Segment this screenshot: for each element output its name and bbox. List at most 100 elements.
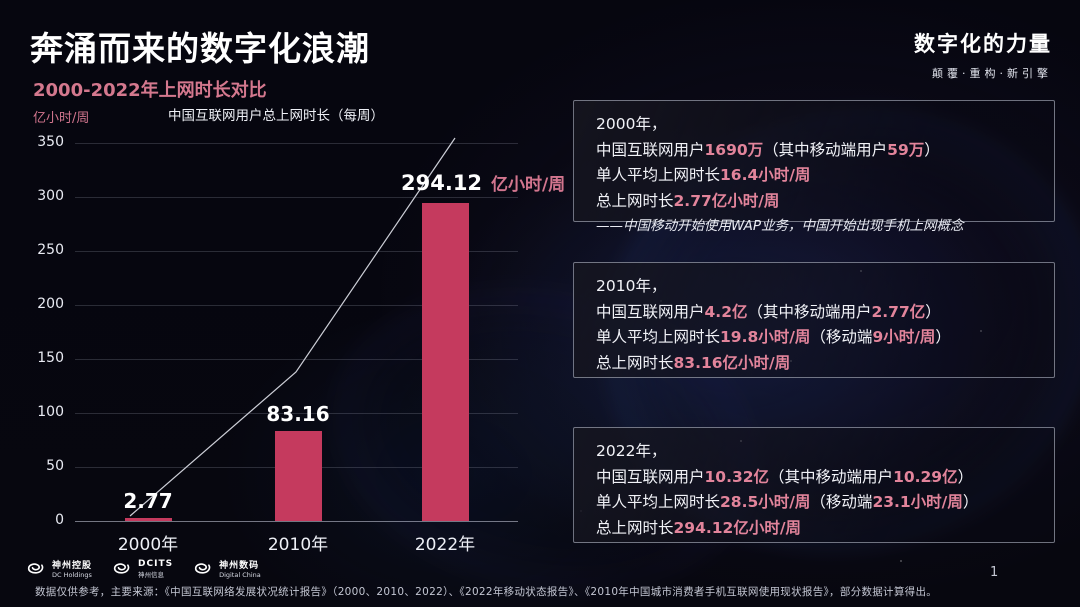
- info-box-line: 中国互联网用户4.2亿（其中移动端用户2.77亿）: [596, 300, 1032, 326]
- x-axis-label: 2000年: [117, 535, 179, 555]
- digital-china-swirl-icon: [27, 562, 44, 574]
- bar-value-label: 294.12 亿小时/周: [401, 170, 565, 195]
- y-axis-tick-label: 350: [37, 134, 64, 150]
- info-box-line: 总上网时长83.16亿小时/周: [596, 351, 1032, 377]
- y-axis-tick-label: 250: [37, 242, 64, 258]
- grid-line: [75, 251, 518, 252]
- plain-text: （移动端: [810, 328, 873, 346]
- bar-value-label: 2.77: [123, 489, 173, 513]
- plain-text: （其中移动端用户: [769, 467, 894, 486]
- y-axis-tick-label: 100: [37, 404, 64, 420]
- plain-text: 总上网时长: [596, 191, 674, 210]
- highlight-value: 23.1小时/周: [872, 493, 963, 511]
- grid-line: [75, 197, 518, 198]
- bar-value-unit: 亿小时/周: [491, 175, 566, 196]
- brand-title: 数字化的力量: [914, 32, 1052, 56]
- bar-2000年: [124, 518, 172, 521]
- y-axis-tick-label: 200: [37, 296, 64, 312]
- plain-text: （其中移动端用户: [763, 140, 888, 159]
- info-box-2010年: 2010年， 中国互联网用户4.2亿（其中移动端用户2.77亿） 单人平均上网时长1…: [573, 262, 1055, 378]
- data-source-footnote: 数据仅供参考，主要来源：《中国互联网络发展状况统计报告》（2000、2010、2…: [35, 586, 938, 598]
- logo-name: 神州数码: [219, 561, 260, 571]
- highlight-value: 1690万: [704, 140, 764, 159]
- plain-text: （其中移动端用户: [747, 302, 872, 321]
- digital-china-swirl-icon: [113, 562, 130, 574]
- grid-line: [75, 143, 518, 144]
- highlight-value: 19.8小时/周: [720, 328, 811, 346]
- logo-item: 神州控股 DC Holdings: [22, 558, 92, 579]
- plain-text: 中国互联网用户: [596, 140, 705, 159]
- page-number: 1: [990, 565, 999, 580]
- logo-item: DCITS 神州信息: [108, 559, 173, 579]
- y-axis-tick-label: 150: [37, 350, 64, 366]
- info-box-line: 单人平均上网时长19.8小时/周（移动端9小时/周）: [596, 325, 1032, 351]
- brand-tagline: 颠覆·重构·新引擎: [932, 67, 1052, 80]
- plain-text: 总上网时长: [596, 518, 674, 537]
- highlight-value: 16.4小时/周: [720, 166, 811, 184]
- highlight-value: 4.2亿: [704, 302, 748, 321]
- plain-text: ）: [925, 302, 941, 321]
- bar-value-label: 83.16: [266, 402, 330, 427]
- brand-block: 数字化的力量 颠覆·重构·新引擎: [914, 28, 1052, 81]
- highlight-value: 9小时/周: [872, 328, 936, 346]
- info-box-line: 中国互联网用户10.32亿（其中移动端用户10.29亿）: [596, 465, 1032, 491]
- page-title: 奔涌而来的数字化浪潮: [30, 29, 370, 68]
- plain-text: ）: [962, 493, 979, 511]
- info-box-2000年: 2000年， 中国互联网用户1690万（其中移动端用户59万） 单人平均上网时长16…: [573, 100, 1055, 234]
- logo-name: 神州控股: [52, 561, 93, 571]
- grid-line: [75, 305, 518, 306]
- bar-value-number: 294.12: [401, 171, 483, 196]
- plain-text: 单人平均上网时长: [596, 166, 721, 184]
- highlight-value: 10.32亿: [704, 467, 770, 486]
- page-subtitle: 2000-2022年上网时长对比: [33, 80, 267, 101]
- chart-title: 中国互联网用户总上网时长（每周）: [168, 108, 384, 124]
- plain-text: （移动端: [810, 493, 873, 511]
- highlight-value: 294.12亿小时/周: [673, 518, 801, 537]
- info-box-line: 单人平均上网时长28.5小时/周（移动端23.1小时/周）: [596, 490, 1032, 516]
- y-axis-tick-label: 50: [46, 458, 64, 474]
- info-box-note: ——中国移动开始使用WAP业务，中国开始出现手机上网概念: [596, 218, 964, 234]
- y-axis-tick-label: 300: [37, 188, 64, 204]
- info-box-year: 2000年，: [596, 115, 667, 133]
- highlight-value: 59万: [887, 140, 925, 159]
- footer-logos: 神州控股 DC Holdings DCITS 神州信息 神州数码 Digital Chin…: [22, 558, 261, 579]
- highlight-value: 83.16亿小时/周: [673, 353, 791, 372]
- logo-subname: Digital China: [219, 571, 261, 579]
- logo-item: 神州数码 Digital China: [189, 558, 261, 579]
- x-axis-label: 2022年: [414, 535, 476, 555]
- plain-text: 单人平均上网时长: [596, 328, 721, 346]
- grid-line: [75, 521, 518, 522]
- plain-text: ）: [924, 140, 940, 159]
- plain-text: 中国互联网用户: [596, 467, 705, 486]
- logo-text: 神州数码 Digital China: [219, 558, 261, 579]
- highlight-value: 2.77亿: [871, 302, 926, 321]
- bar-2010年: [274, 431, 322, 521]
- plain-text: 中国互联网用户: [596, 302, 705, 321]
- info-box-line: 总上网时长2.77亿小时/周: [596, 189, 1032, 215]
- highlight-value: 2.77亿小时/周: [673, 191, 780, 210]
- y-axis-unit-label: 亿小时/周: [33, 111, 90, 126]
- y-axis-tick-label: 0: [55, 512, 64, 528]
- info-box-2022年: 2022年， 中国互联网用户10.32亿（其中移动端用户10.29亿） 单人平均上网…: [573, 427, 1055, 543]
- grid-line: [75, 359, 518, 360]
- plain-text: ）: [957, 467, 974, 486]
- plain-text: 单人平均上网时长: [596, 493, 721, 511]
- highlight-value: 28.5小时/周: [720, 493, 811, 511]
- info-box-line: 单人平均上网时长16.4小时/周: [596, 163, 1032, 189]
- info-box-year: 2010年，: [596, 277, 667, 295]
- info-box-year: 2022年，: [596, 442, 667, 460]
- grid-line: [75, 467, 518, 468]
- logo-text: DCITS 神州信息: [138, 559, 173, 579]
- bar-2022年: [421, 203, 469, 521]
- grid-line: [75, 413, 518, 414]
- info-box-line: 中国互联网用户1690万（其中移动端用户59万）: [596, 138, 1032, 164]
- x-axis-label: 2010年: [267, 535, 329, 555]
- info-box-line: 总上网时长294.12亿小时/周: [596, 516, 1032, 542]
- logo-subname: 神州信息: [138, 570, 165, 579]
- plain-text: 总上网时长: [596, 353, 674, 372]
- highlight-value: 10.29亿: [893, 467, 958, 486]
- logo-subname: DC Holdings: [52, 571, 92, 579]
- plain-text: ）: [935, 328, 951, 346]
- digital-china-swirl-icon: [194, 562, 211, 574]
- logo-text: 神州控股 DC Holdings: [52, 558, 92, 579]
